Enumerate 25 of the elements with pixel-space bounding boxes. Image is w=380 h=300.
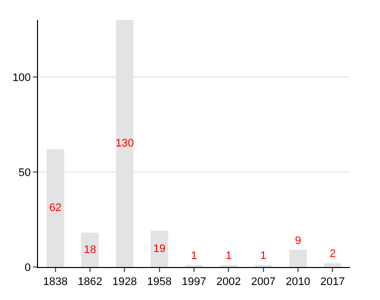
x-tick-label: 1862 [78,276,102,288]
y-tick-label: 50 [18,166,31,179]
x-tick-label: 2007 [251,276,276,288]
x-tick-label: 2017 [320,276,345,288]
x-tick-label: 1838 [43,276,68,288]
data-label: 1 [190,250,198,262]
data-label: 9 [294,234,302,247]
bar [150,230,168,267]
x-tick-label: 1928 [112,276,137,288]
x-tick-label: 1997 [182,276,206,288]
y-tick-label: 0 [24,262,31,274]
bar [324,262,342,267]
x-tick-label: 2010 [286,276,310,288]
data-label: 19 [153,242,166,255]
data-label: 18 [84,244,96,256]
x-tick-label: 2002 [216,276,241,288]
data-label: 1 [226,250,232,262]
data-label: 1 [260,250,266,262]
data-label: 62 [49,202,62,214]
data-label: 130 [115,138,134,150]
y-tick-label: 100 [12,72,31,84]
x-tick-label: 1958 [147,276,172,288]
bar [81,232,99,267]
bar [289,250,307,267]
data-label: 2 [330,248,336,260]
